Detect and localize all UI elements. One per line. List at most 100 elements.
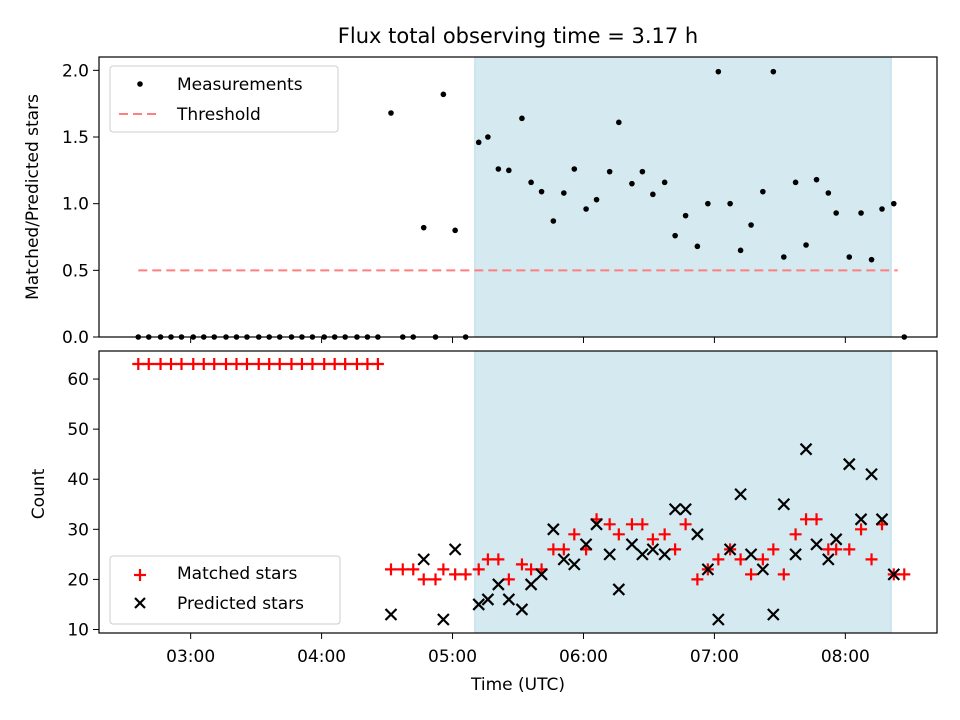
panel-bottom-y-label: Count [29,468,49,519]
x-tick-label: 07:00 [690,647,739,667]
x-tick-label: 03:00 [166,647,215,667]
x-tick-label: 06:00 [559,647,608,667]
point-predicted-stars-15 [590,518,603,531]
point-measurements-54 [727,200,733,207]
legend-marker-matched-stars [134,569,146,581]
point-matched-stars-64 [830,543,843,556]
y-tick-label: 40 [67,470,89,490]
legend-frame [109,65,339,133]
point-predicted-stars-36 [822,553,835,566]
point-measurements-65 [846,254,853,260]
panel-bottom-shaded-region [474,350,892,634]
legend-marker-measurements [137,81,143,87]
point-measurements-49 [672,232,678,239]
point-predicted-stars-2 [437,613,450,626]
point-measurements-46 [639,168,646,175]
point-predicted-stars-1 [417,553,431,566]
point-matched-stars-70 [898,568,911,581]
point-predicted-stars-20 [646,543,660,556]
point-predicted-stars-32 [777,497,791,511]
panel-star-counts: 10 20 30 40 50 60 03:00 04:00 05:00 06:00 07:00 08… [29,350,938,667]
point-matched-stars-28 [437,563,450,576]
point-predicted-stars-14 [579,538,593,551]
y-tick-label: 30 [67,520,89,540]
point-predicted-stars-24 [691,528,704,541]
legend-label-matched-stars: Matched stars [177,564,297,584]
point-matched-stars-55 [734,553,747,566]
point-matched-stars-48 [658,528,671,541]
point-measurements-56 [748,222,754,228]
panel-bottom-x-ticks: 03:00 04:00 05:00 06:00 07:00 08:00 [166,633,870,667]
point-matched-stars-4 [175,358,188,371]
point-predicted-stars-42 [887,568,901,581]
point-matched-stars-24 [396,563,409,576]
point-matched-stars-30 [459,568,472,581]
point-matched-stars-19 [339,358,352,371]
panel-top-y-ticks: 0.0 0.5 1.0 1.5 2.0 [62,61,99,348]
panel-top-y-label: Matched/Predicted stars [23,94,43,300]
point-matched-stars-44 [612,528,625,541]
point-measurements-44 [616,119,622,126]
point-matched-stars-45 [625,518,638,531]
point-measurements-60 [792,179,799,186]
point-predicted-stars-10 [535,568,548,581]
panel-top-frame [98,56,938,338]
panel-bottom-points [132,358,911,626]
y-tick-label: 1.5 [62,128,89,148]
point-measurements-53 [715,68,722,75]
point-predicted-stars-34 [799,442,813,456]
point-predicted-stars-39 [854,513,868,526]
point-matched-stars-20 [350,358,363,371]
point-matched-stars-0 [132,358,145,371]
point-matched-stars-9 [230,358,243,371]
point-predicted-stars-5 [481,593,495,606]
point-predicted-stars-17 [612,583,626,596]
point-matched-stars-11 [252,358,265,371]
point-matched-stars-66 [855,523,868,536]
point-matched-stars-10 [240,358,253,371]
point-matched-stars-38 [547,543,560,556]
point-measurements-51 [694,243,701,250]
point-measurements-68 [879,206,885,212]
point-matched-stars-25 [407,563,420,576]
point-matched-stars-36 [525,563,538,576]
y-tick-label: 60 [67,370,89,390]
legend-frame [109,555,341,625]
point-predicted-stars-21 [658,548,671,561]
point-matched-stars-65 [843,543,856,556]
point-matched-stars-3 [165,358,178,371]
point-predicted-stars-33 [789,548,802,561]
point-matched-stars-51 [691,573,704,586]
point-measurements-67 [868,256,875,263]
chart-title: Flux total observing time = 3.17 h [338,24,698,48]
point-predicted-stars-16 [603,548,616,561]
panel-bottom-frame [98,350,938,634]
point-predicted-stars-3 [448,543,462,556]
point-measurements-33 [495,166,502,172]
legend-marker-predicted-stars [134,597,146,609]
y-tick-label: 1.0 [62,195,89,215]
point-measurements-57 [760,188,766,195]
point-predicted-stars-7 [502,593,516,606]
point-measurements-34 [506,167,512,174]
point-matched-stars-57 [756,553,769,566]
point-matched-stars-2 [154,358,167,371]
point-matched-stars-5 [187,358,200,371]
point-measurements-64 [833,210,839,216]
point-predicted-stars-41 [875,513,889,526]
point-matched-stars-61 [800,513,813,526]
point-measurements-28 [440,91,447,98]
point-predicted-stars-13 [568,558,581,571]
point-predicted-stars-38 [842,457,856,471]
point-measurements-69 [890,200,897,207]
point-measurements-63 [825,190,832,196]
point-predicted-stars-28 [734,487,747,501]
point-matched-stars-43 [603,518,616,531]
point-predicted-stars-35 [810,538,823,551]
point-measurements-42 [593,196,600,203]
point-predicted-stars-18 [625,538,639,551]
legend-label-threshold: Threshold [176,105,261,125]
point-matched-stars-13 [273,358,286,371]
point-matched-stars-34 [502,573,515,586]
y-tick-label: 20 [67,570,89,590]
